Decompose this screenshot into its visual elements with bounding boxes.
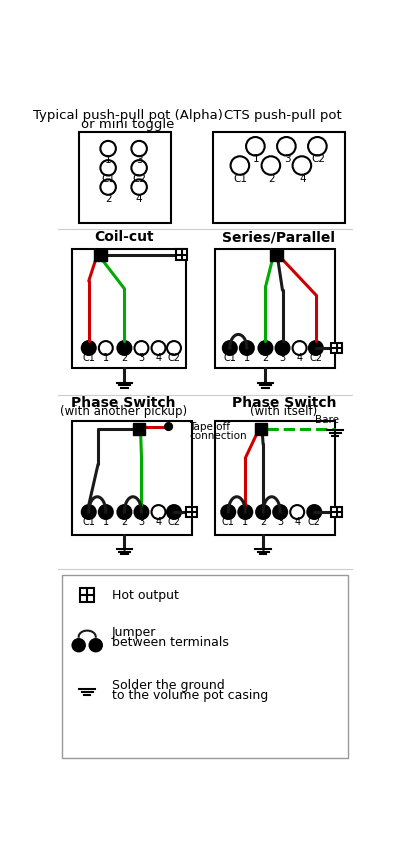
Text: 4: 4 (294, 517, 300, 527)
Text: Bare: Bare (315, 416, 339, 425)
Text: Phase Switch: Phase Switch (71, 396, 176, 410)
Text: Coil-cut: Coil-cut (94, 230, 154, 244)
Text: C1: C1 (222, 517, 235, 527)
Text: 2: 2 (260, 517, 266, 527)
Circle shape (309, 341, 323, 355)
Circle shape (165, 423, 172, 430)
Bar (176, 249, 187, 260)
Bar (62, 575, 348, 759)
Text: C1: C1 (82, 353, 95, 363)
Text: 2: 2 (121, 353, 128, 363)
Text: or mini toggle: or mini toggle (81, 119, 174, 132)
Text: Typical push-pull pot (Alpha): Typical push-pull pot (Alpha) (32, 109, 222, 122)
Text: C2: C2 (311, 154, 325, 165)
Text: 4: 4 (156, 353, 162, 363)
Text: between terminals: between terminals (112, 637, 229, 650)
Text: 2: 2 (262, 353, 268, 363)
Text: Solder the ground: Solder the ground (112, 679, 225, 692)
Text: C2: C2 (309, 353, 322, 363)
Bar (213, 132, 344, 223)
Text: C2: C2 (168, 353, 180, 363)
Text: 1: 1 (103, 517, 109, 527)
Circle shape (221, 505, 235, 519)
Bar (80, 132, 171, 223)
Text: 1: 1 (253, 154, 260, 165)
Circle shape (223, 341, 237, 355)
Text: Series/Parallel: Series/Parallel (222, 230, 335, 244)
Circle shape (99, 505, 113, 519)
Text: C2: C2 (168, 517, 180, 527)
Text: 4: 4 (136, 194, 142, 204)
Bar (331, 507, 342, 517)
Bar (186, 507, 197, 517)
Circle shape (90, 639, 102, 651)
Circle shape (82, 505, 96, 519)
Circle shape (118, 341, 131, 355)
Circle shape (276, 341, 290, 355)
Text: CTS push-pull pot: CTS push-pull pot (224, 109, 341, 122)
Text: 1: 1 (103, 353, 109, 363)
Text: 4: 4 (299, 173, 306, 184)
Text: C1: C1 (82, 517, 95, 527)
Bar (215, 249, 335, 368)
Text: 4: 4 (296, 353, 303, 363)
Text: (with another pickup): (with another pickup) (60, 405, 187, 418)
Circle shape (167, 505, 181, 519)
Bar (270, 249, 282, 261)
Text: C2: C2 (132, 174, 146, 184)
Bar (72, 249, 186, 368)
Bar (254, 423, 267, 435)
Bar (133, 423, 145, 435)
Bar (215, 421, 335, 535)
Text: connection: connection (190, 430, 247, 441)
Text: to the volume pot casing: to the volume pot casing (112, 688, 268, 701)
Text: 3: 3 (138, 353, 144, 363)
Bar (94, 249, 106, 261)
Circle shape (273, 505, 287, 519)
Text: C1: C1 (101, 174, 115, 184)
Text: 1: 1 (105, 155, 112, 165)
Circle shape (307, 505, 321, 519)
Circle shape (240, 341, 254, 355)
Circle shape (134, 505, 148, 519)
Text: 4: 4 (156, 517, 162, 527)
Text: 3: 3 (138, 517, 144, 527)
Text: 3: 3 (284, 154, 290, 165)
Text: (with itself): (with itself) (250, 405, 318, 418)
Text: 1: 1 (242, 517, 248, 527)
Circle shape (118, 505, 131, 519)
Text: C1: C1 (234, 173, 248, 184)
Text: C1: C1 (223, 353, 236, 363)
Circle shape (258, 341, 272, 355)
Bar (72, 421, 192, 535)
Circle shape (256, 505, 270, 519)
Text: Tape off: Tape off (190, 422, 230, 431)
Text: 3: 3 (136, 155, 142, 165)
Text: Phase Switch: Phase Switch (232, 396, 336, 410)
Circle shape (72, 639, 85, 651)
Circle shape (82, 341, 96, 355)
Text: 3: 3 (280, 353, 286, 363)
Bar (80, 588, 94, 602)
Text: Jumper: Jumper (112, 626, 156, 639)
Text: 1: 1 (244, 353, 250, 363)
Text: 3: 3 (277, 517, 283, 527)
Text: 2: 2 (121, 517, 128, 527)
Bar (331, 343, 342, 353)
Text: C2: C2 (308, 517, 321, 527)
Text: 2: 2 (268, 173, 275, 184)
Circle shape (238, 505, 252, 519)
Text: Hot output: Hot output (112, 589, 179, 602)
Text: 2: 2 (105, 194, 112, 204)
